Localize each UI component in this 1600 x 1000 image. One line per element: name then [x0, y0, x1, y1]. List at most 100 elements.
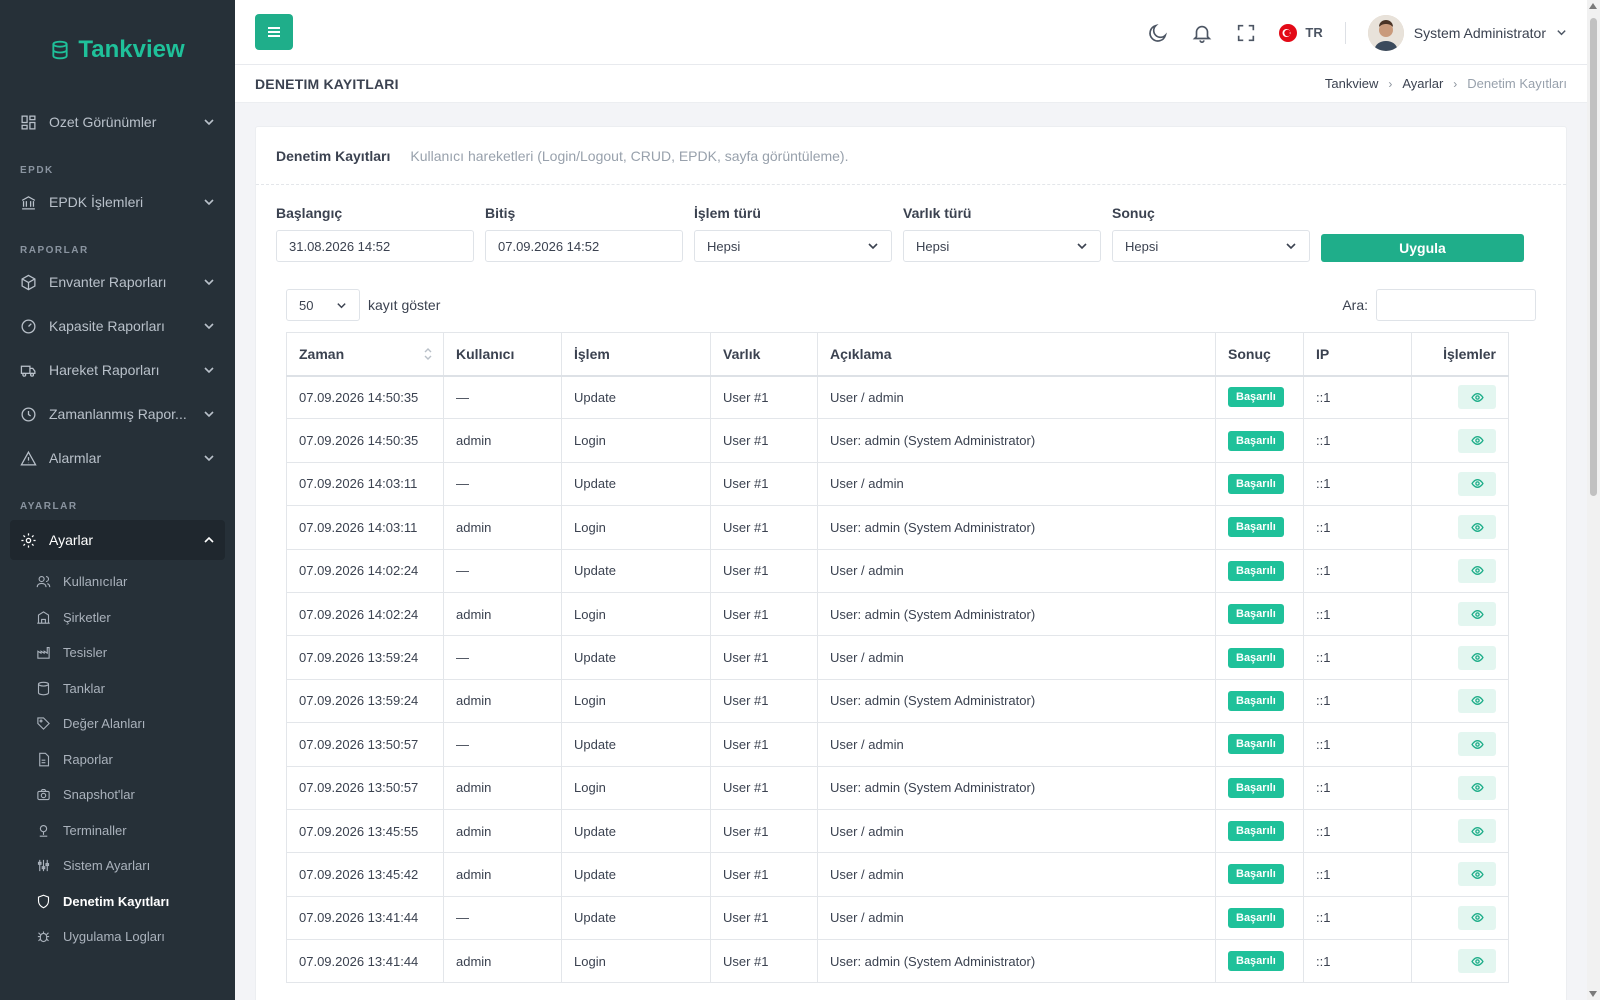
- eye-icon: [1470, 479, 1484, 489]
- brand-logo[interactable]: Tankview: [0, 0, 235, 100]
- cell-entity: User #1: [710, 678, 818, 724]
- turkey-flag-icon: [1279, 23, 1298, 42]
- view-button[interactable]: [1458, 515, 1496, 540]
- submenu-item-tanklar[interactable]: Tanklar: [0, 671, 235, 707]
- cell-desc: User / admin: [817, 808, 1216, 854]
- view-button[interactable]: [1458, 862, 1496, 887]
- submenu-item-terminaller[interactable]: Terminaller: [0, 813, 235, 849]
- cell-entity: User #1: [710, 461, 818, 507]
- status-badge: Başarılı: [1228, 690, 1284, 711]
- column-header-zaman[interactable]: Zaman: [286, 332, 444, 377]
- cell-user: —: [443, 635, 562, 680]
- shield-icon: [37, 894, 50, 909]
- language-switcher[interactable]: TR: [1279, 23, 1323, 42]
- entity-type-select[interactable]: Hepsi: [903, 230, 1101, 262]
- eye-icon: [1470, 609, 1484, 619]
- view-button[interactable]: [1458, 905, 1496, 930]
- table-row: 07.09.2026 14:02:24— Update User #1 User / …: [286, 548, 1509, 593]
- cell-user: admin: [443, 418, 562, 463]
- apply-button[interactable]: Uygula: [1321, 234, 1524, 262]
- sidebar-item-ozet[interactable]: Ozet Görünümler: [0, 100, 235, 144]
- submenu-item-snapshotlar[interactable]: Snapshot'lar: [0, 777, 235, 813]
- cell-desc: User / admin: [817, 635, 1216, 680]
- breadcrumb-item[interactable]: Ayarlar: [1402, 76, 1444, 91]
- filter-label: Bitiş: [485, 205, 516, 221]
- cell-entity: User #1: [710, 722, 818, 767]
- submenu-item-deger-alanlari[interactable]: Değer Alanları: [0, 706, 235, 742]
- cell-entity: User #1: [710, 374, 818, 420]
- sidebar-item-kapasite[interactable]: Kapasite Raporları: [0, 304, 235, 348]
- submenu-item-label: Raporlar: [63, 751, 113, 767]
- sidebar-item-label: Ayarlar: [49, 532, 94, 548]
- submenu-item-tesisler[interactable]: Tesisler: [0, 635, 235, 671]
- sidebar-item-label: Zamanlanmış Rapor...: [49, 406, 187, 422]
- sidebar-item-alarmlar[interactable]: Alarmlar: [0, 436, 235, 480]
- sidebar-item-zamanlanmis[interactable]: Zamanlanmış Rapor...: [0, 392, 235, 436]
- filter-operation: İşlem türü Hepsi: [694, 205, 892, 262]
- submenu-item-label: Kullanıcılar: [63, 574, 128, 590]
- submenu-item-kullanicilar[interactable]: Kullanıcılar: [0, 564, 235, 600]
- submenu-item-uygulama-loglari[interactable]: Uygulama Logları: [0, 919, 235, 955]
- sort-icon: [424, 348, 432, 360]
- status-badge: Başarılı: [1228, 907, 1284, 928]
- view-button[interactable]: [1458, 428, 1496, 453]
- moon-icon[interactable]: [1147, 22, 1169, 44]
- cell-op: Login: [561, 505, 711, 550]
- cell-desc: User: admin (System Administrator): [817, 505, 1216, 550]
- fullscreen-icon[interactable]: [1235, 22, 1257, 44]
- view-button[interactable]: [1458, 558, 1496, 583]
- factory-icon: [37, 647, 50, 659]
- page-scrollbar[interactable]: [1587, 0, 1600, 1000]
- sidebar-item-ayarlar[interactable]: Ayarlar: [10, 520, 225, 560]
- cell-actions: [1411, 418, 1509, 463]
- scroll-up-arrow[interactable]: [1589, 3, 1597, 9]
- submenu-item-sirketler[interactable]: Şirketler: [0, 600, 235, 636]
- dashboard-icon: [21, 114, 36, 130]
- operation-type-select[interactable]: Hepsi: [694, 230, 892, 262]
- column-header-varlik: Varlık: [710, 332, 818, 377]
- sidebar-item-label: Kapasite Raporları: [49, 318, 165, 334]
- scrollbar-thumb[interactable]: [1590, 18, 1597, 496]
- input-value: 31.08.2026 14:52: [289, 238, 391, 254]
- cell-actions: [1411, 939, 1509, 984]
- end-date-input[interactable]: 07.09.2026 14:52: [485, 230, 683, 262]
- result-select[interactable]: Hepsi: [1112, 230, 1310, 262]
- view-button[interactable]: [1458, 732, 1496, 757]
- view-button[interactable]: [1458, 949, 1496, 974]
- sidebar-item-epdk[interactable]: EPDK İşlemleri: [0, 180, 235, 224]
- submenu-item-raporlar[interactable]: Raporlar: [0, 742, 235, 778]
- view-button[interactable]: [1458, 775, 1496, 800]
- scroll-down-arrow[interactable]: [1589, 991, 1597, 997]
- view-button[interactable]: [1458, 385, 1496, 410]
- search-input[interactable]: [1376, 289, 1536, 321]
- status-badge: Başarılı: [1228, 387, 1284, 408]
- view-button[interactable]: [1458, 602, 1496, 627]
- view-button[interactable]: [1458, 819, 1496, 844]
- submenu-item-sistem-ayarlari[interactable]: Sistem Ayarları: [0, 848, 235, 884]
- box-icon: [21, 274, 36, 290]
- view-button[interactable]: [1458, 471, 1496, 496]
- submenu-item-label: Tesisler: [63, 645, 108, 661]
- cell-desc: User: admin (System Administrator): [817, 418, 1216, 463]
- page-length: 50 kayıt göster: [286, 289, 440, 321]
- cell-ip: ::1: [1303, 852, 1412, 897]
- gear-icon: [21, 532, 36, 548]
- menu-toggle-button[interactable]: [255, 14, 293, 50]
- start-date-input[interactable]: 31.08.2026 14:52: [276, 230, 474, 262]
- bug-icon: [37, 931, 50, 943]
- cell-ip: ::1: [1303, 548, 1412, 593]
- view-button[interactable]: [1458, 688, 1496, 713]
- page-length-select[interactable]: 50: [286, 289, 360, 321]
- avatar: [1367, 14, 1404, 51]
- view-button[interactable]: [1458, 645, 1496, 670]
- status-badge: Başarılı: [1228, 517, 1284, 538]
- user-menu[interactable]: System Administrator: [1367, 14, 1567, 51]
- breadcrumb-item[interactable]: Tankview: [1324, 76, 1379, 91]
- sidebar-item-hareket[interactable]: Hareket Raporları: [0, 348, 235, 392]
- submenu-item-denetim-kayitlari[interactable]: Denetim Kayıtları: [0, 884, 235, 920]
- cell-desc: User / admin: [817, 548, 1216, 593]
- sidebar-item-envanter[interactable]: Envanter Raporları: [0, 260, 235, 304]
- cell-time: 07.09.2026 14:50:35: [286, 374, 444, 420]
- bell-icon[interactable]: [1191, 22, 1213, 44]
- filter-entity: Varlık türü Hepsi: [903, 205, 1101, 262]
